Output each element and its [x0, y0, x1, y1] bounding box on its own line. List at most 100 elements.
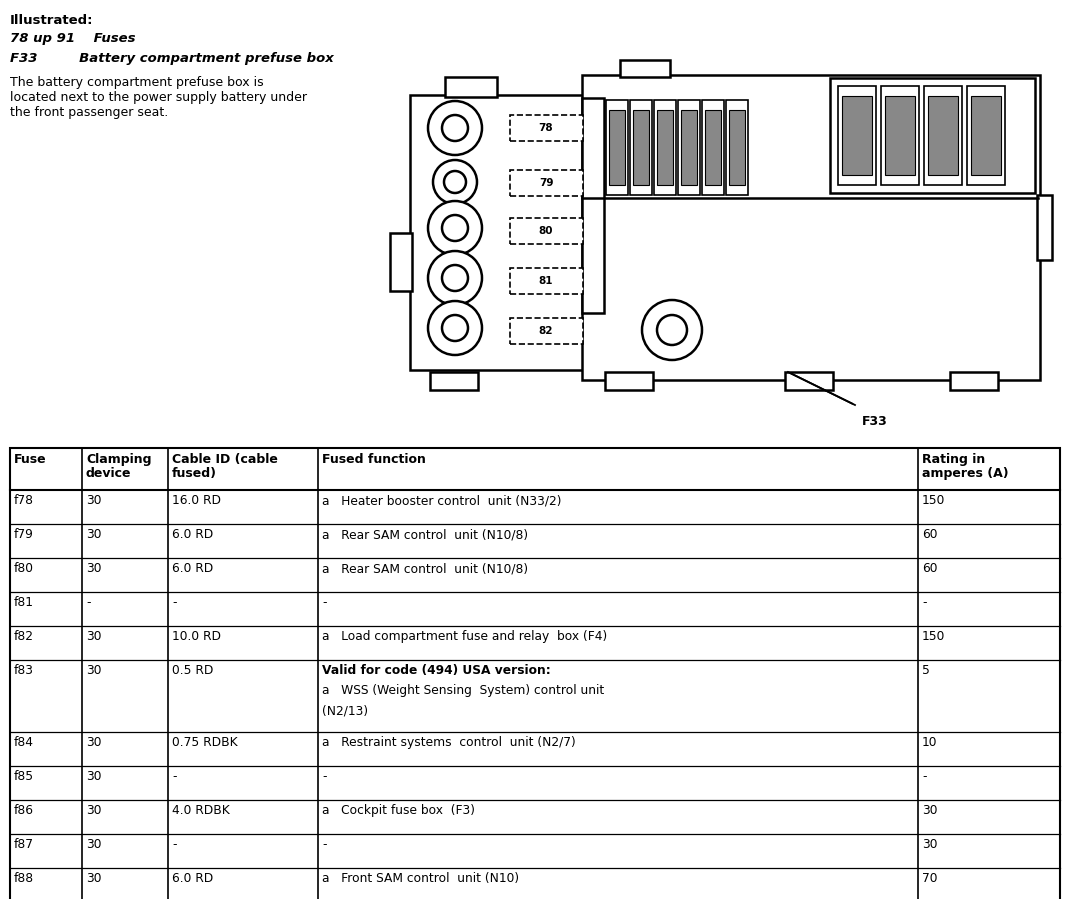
Bar [510, 170, 583, 196]
Text: -: - [172, 596, 177, 609]
Text: 30: 30 [86, 838, 102, 851]
Text: 80: 80 [539, 226, 553, 236]
Text: -: - [86, 596, 90, 609]
Bar [510, 268, 583, 294]
Bar [729, 110, 745, 185]
Circle shape [442, 315, 468, 341]
Bar [928, 96, 958, 175]
Text: f84: f84 [14, 736, 34, 749]
Text: 30: 30 [86, 804, 102, 817]
Circle shape [428, 101, 482, 155]
Text: f82: f82 [14, 630, 34, 643]
Bar [609, 110, 625, 185]
Text: -: - [922, 770, 926, 783]
Text: 78: 78 [539, 123, 553, 133]
Text: 70: 70 [922, 872, 938, 885]
Text: a   Rear SAM control  unit (N10/8): a Rear SAM control unit (N10/8) [322, 528, 528, 541]
Text: 60: 60 [922, 562, 938, 575]
Text: 30: 30 [86, 664, 102, 677]
Bar [654, 100, 676, 195]
Text: f79: f79 [14, 528, 34, 541]
Text: -: - [172, 838, 177, 851]
Bar [630, 100, 652, 195]
Bar [967, 86, 1006, 185]
Text: a   Restraint systems  control  unit (N2/7): a Restraint systems control unit (N2/7) [322, 736, 576, 749]
Text: f86: f86 [14, 804, 34, 817]
Text: f87: f87 [14, 838, 34, 851]
Bar [678, 100, 700, 195]
Text: 10: 10 [922, 736, 938, 749]
Bar [1037, 195, 1052, 260]
Text: 78 up 91    Fuses: 78 up 91 Fuses [10, 32, 135, 45]
Text: 150: 150 [922, 494, 946, 507]
Text: a   Cockpit fuse box  (F3): a Cockpit fuse box (F3) [322, 804, 475, 817]
Text: 4.0 RDBK: 4.0 RDBK [172, 804, 229, 817]
Text: the front passenger seat.: the front passenger seat. [10, 106, 168, 119]
Text: a   Heater booster control  unit (N33/2): a Heater booster control unit (N33/2) [322, 494, 562, 507]
Text: a   Load compartment fuse and relay  box (F4): a Load compartment fuse and relay box (F… [322, 630, 607, 643]
Text: -: - [322, 770, 327, 783]
Bar [445, 77, 497, 97]
Text: device: device [86, 467, 132, 480]
Text: 6.0 RD: 6.0 RD [172, 562, 213, 575]
Text: f81: f81 [14, 596, 34, 609]
Text: a   Front SAM control  unit (N10): a Front SAM control unit (N10) [322, 872, 519, 885]
Bar [606, 100, 628, 195]
Bar [842, 96, 872, 175]
Bar [632, 110, 649, 185]
Bar [726, 100, 748, 195]
Text: 150: 150 [922, 630, 946, 643]
Text: 30: 30 [86, 630, 102, 643]
Circle shape [442, 215, 468, 241]
Text: 30: 30 [922, 804, 938, 817]
Bar [582, 75, 1040, 380]
Bar [510, 218, 583, 244]
Text: 81: 81 [539, 276, 553, 286]
Bar [410, 95, 585, 370]
Text: Valid for code (494) USA version:: Valid for code (494) USA version: [322, 664, 551, 677]
Bar [605, 372, 653, 390]
Text: 6.0 RD: 6.0 RD [172, 528, 213, 541]
Text: -: - [322, 838, 327, 851]
Circle shape [444, 171, 466, 193]
Bar [950, 372, 998, 390]
Text: 30: 30 [922, 838, 938, 851]
Text: 5: 5 [922, 664, 929, 677]
Bar [885, 96, 915, 175]
Text: 30: 30 [86, 528, 102, 541]
Text: 0.5 RD: 0.5 RD [172, 664, 213, 677]
Text: 30: 30 [86, 770, 102, 783]
Bar [390, 233, 412, 291]
Text: 0.75 RDBK: 0.75 RDBK [172, 736, 238, 749]
Bar [620, 60, 670, 77]
Text: 79: 79 [539, 178, 553, 188]
Text: f83: f83 [14, 664, 34, 677]
Text: 10.0 RD: 10.0 RD [172, 630, 221, 643]
Text: Fused function: Fused function [322, 453, 426, 466]
Text: 16.0 RD: 16.0 RD [172, 494, 221, 507]
Circle shape [442, 265, 468, 291]
Text: 30: 30 [86, 872, 102, 885]
Text: 82: 82 [539, 326, 553, 336]
Bar [681, 110, 697, 185]
Circle shape [433, 160, 477, 204]
Text: f88: f88 [14, 872, 34, 885]
Circle shape [428, 301, 482, 355]
Bar [10, 448, 1060, 899]
Text: a   Rear SAM control  unit (N10/8): a Rear SAM control unit (N10/8) [322, 562, 528, 575]
Bar [881, 86, 919, 185]
Bar [785, 372, 833, 390]
Bar [510, 318, 583, 344]
Text: Clamping: Clamping [86, 453, 151, 466]
Text: f85: f85 [14, 770, 34, 783]
Bar [657, 110, 673, 185]
Circle shape [642, 300, 702, 360]
Text: (N2/13): (N2/13) [322, 704, 368, 717]
Text: -: - [922, 596, 926, 609]
Bar [924, 86, 962, 185]
Text: Cable ID (cable: Cable ID (cable [172, 453, 278, 466]
Text: 60: 60 [922, 528, 938, 541]
Bar [971, 96, 1001, 175]
Text: located next to the power supply battery under: located next to the power supply battery… [10, 91, 307, 104]
Bar [830, 78, 1034, 193]
